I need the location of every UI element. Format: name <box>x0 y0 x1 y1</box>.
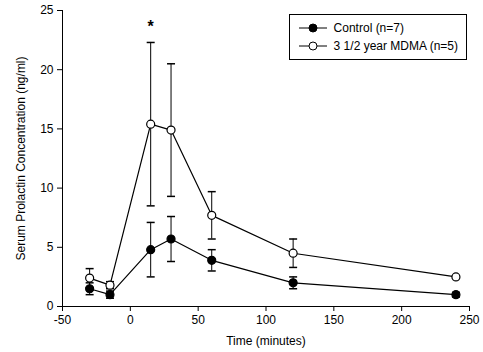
svg-text:0: 0 <box>47 299 54 313</box>
svg-text:100: 100 <box>256 313 276 327</box>
html-text:3 1/2 year MDMA (n=5): 3 1/2 year MDMA (n=5) <box>333 39 458 53</box>
svg-text:0: 0 <box>127 313 134 327</box>
svg-text:20: 20 <box>40 63 54 77</box>
svg-text:Serum Prolactin Concentration: Serum Prolactin Concentration (ng/ml) <box>14 56 28 260</box>
svg-text:-50: -50 <box>54 313 72 327</box>
svg-text:Time (minutes): Time (minutes) <box>226 334 306 348</box>
svg-text:250: 250 <box>459 313 479 327</box>
svg-text:50: 50 <box>191 313 205 327</box>
svg-text:25: 25 <box>40 3 54 17</box>
svg-text:5: 5 <box>47 240 54 254</box>
svg-text:10: 10 <box>40 181 54 195</box>
html-text:Control (n=7): Control (n=7) <box>333 21 404 35</box>
svg-text:15: 15 <box>40 122 54 136</box>
svg-text:*: * <box>148 18 155 35</box>
svg-text:200: 200 <box>392 313 412 327</box>
svg-text:150: 150 <box>324 313 344 327</box>
